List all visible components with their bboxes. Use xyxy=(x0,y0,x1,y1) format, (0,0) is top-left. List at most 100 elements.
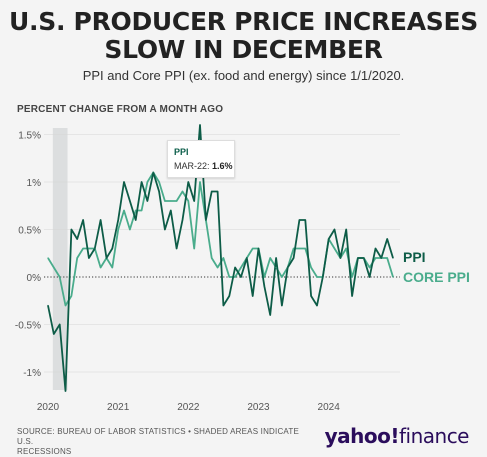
data-point-ppi xyxy=(345,228,347,231)
recession-band xyxy=(52,128,68,390)
data-point-ppi xyxy=(216,190,219,193)
source-note: SOURCE: BUREAU OF LABOR STATISTICS • SHA… xyxy=(17,427,317,457)
series-line-ppi xyxy=(47,124,394,392)
data-point-ppi xyxy=(187,181,189,183)
x-tick-label: 2023 xyxy=(247,402,270,413)
data-point-core-ppi xyxy=(316,276,318,278)
data-point-ppi xyxy=(351,295,353,297)
data-points xyxy=(47,124,394,392)
data-point-ppi xyxy=(252,295,254,297)
data-point-ppi xyxy=(298,219,301,221)
brand-suffix: finance xyxy=(398,424,470,448)
title-line-1: U.S. PRODUCER PRICE INCREASES xyxy=(9,7,478,36)
data-point-ppi xyxy=(369,276,371,278)
data-point-ppi xyxy=(129,200,131,202)
data-point-ppi xyxy=(257,247,260,250)
x-tick-label: 2021 xyxy=(107,402,130,413)
data-point-ppi xyxy=(304,219,306,221)
data-point-ppi xyxy=(263,285,265,288)
data-point-ppi xyxy=(246,257,248,259)
data-point-core-ppi xyxy=(59,276,61,278)
grid-lines xyxy=(44,134,400,373)
data-point-ppi xyxy=(158,190,160,193)
data-point-core-ppi xyxy=(100,266,102,269)
data-point-core-ppi xyxy=(304,247,306,250)
data-point-ppi xyxy=(228,295,230,297)
yahoo-finance-logo: yahoo!finance xyxy=(324,424,470,448)
data-point-ppi xyxy=(322,276,324,278)
data-point-core-ppi xyxy=(310,266,312,269)
data-point-ppi xyxy=(205,219,207,221)
data-point-core-ppi xyxy=(228,276,230,278)
data-point-ppi xyxy=(222,304,225,307)
tooltip: PPI MAR-22: 1.6% xyxy=(167,140,235,178)
chart-subtitle: PPI and Core PPI (ex. food and energy) s… xyxy=(82,68,405,83)
data-point-core-ppi xyxy=(158,181,160,183)
chart-title: U.S. PRODUCER PRICE INCREASES SLOW IN DE… xyxy=(0,8,487,64)
source-line-1: SOURCE: BUREAU OF LABOR STATISTICS • SHA… xyxy=(17,427,300,446)
data-point-ppi xyxy=(240,276,242,278)
series-label-core-ppi: CORE PPI xyxy=(403,269,470,285)
data-point-ppi xyxy=(181,219,184,221)
data-point-ppi xyxy=(170,209,172,212)
data-point-core-ppi xyxy=(135,209,137,212)
data-point-core-ppi xyxy=(53,266,55,269)
data-point-ppi xyxy=(316,304,318,307)
data-point-core-ppi xyxy=(199,181,201,183)
data-point-core-ppi xyxy=(281,276,283,278)
y-tick-label: 0% xyxy=(27,273,42,284)
data-point-ppi xyxy=(392,257,394,259)
data-point-core-ppi xyxy=(216,266,219,269)
data-point-core-ppi xyxy=(64,304,67,307)
data-point-core-ppi xyxy=(181,190,184,193)
data-point-core-ppi xyxy=(176,200,178,202)
data-point-core-ppi xyxy=(123,209,125,212)
y-axis-ticks: 1.5% 1% 0.5% 0% -0.5% -1% xyxy=(15,131,41,380)
data-point-ppi xyxy=(94,247,96,250)
data-point-core-ppi xyxy=(222,257,225,259)
data-point-ppi xyxy=(287,266,289,269)
data-point-core-ppi xyxy=(351,276,353,278)
data-point-ppi xyxy=(310,295,312,297)
data-point-core-ppi xyxy=(117,228,119,231)
data-point-ppi xyxy=(53,333,55,335)
data-point-ppi xyxy=(380,257,382,259)
data-point-core-ppi xyxy=(111,266,113,269)
data-point-ppi xyxy=(82,219,84,221)
data-point-core-ppi xyxy=(88,247,90,250)
data-point-core-ppi xyxy=(333,247,336,250)
data-point-ppi xyxy=(117,219,119,221)
data-point-ppi xyxy=(76,238,78,240)
data-point-core-ppi xyxy=(374,257,377,259)
brand-prefix: yahoo! xyxy=(324,424,400,448)
data-point-core-ppi xyxy=(275,266,277,269)
data-point-ppi xyxy=(193,200,195,202)
data-point-ppi xyxy=(135,219,137,221)
x-axis-ticks: 2020 2021 2022 2023 2024 xyxy=(37,402,340,413)
data-point-core-ppi xyxy=(187,200,189,202)
tooltip-date: MAR-22: xyxy=(174,161,210,171)
data-point-ppi xyxy=(199,124,201,126)
data-point-core-ppi xyxy=(170,200,172,202)
tooltip-series: PPI xyxy=(174,147,189,157)
x-tick-label: 2022 xyxy=(177,402,200,413)
data-point-ppi xyxy=(146,200,149,202)
data-point-core-ppi xyxy=(392,276,394,278)
data-point-core-ppi xyxy=(211,257,213,259)
data-point-ppi xyxy=(47,304,49,307)
data-point-core-ppi xyxy=(164,200,166,202)
y-axis-label: PERCENT CHANGE FROM A MONTH AGO xyxy=(17,104,224,115)
data-point-core-ppi xyxy=(386,257,388,259)
data-point-core-ppi xyxy=(345,247,347,250)
data-point-ppi xyxy=(152,171,154,174)
data-point-ppi xyxy=(234,266,236,269)
data-point-core-ppi xyxy=(252,247,254,250)
data-point-core-ppi xyxy=(193,247,195,250)
data-point-ppi xyxy=(105,257,108,259)
data-point-core-ppi xyxy=(76,257,78,259)
data-point-ppi xyxy=(164,228,166,231)
y-tick-label: -0.5% xyxy=(15,321,41,332)
data-point-ppi xyxy=(333,228,336,231)
title-line-2: SLOW IN DECEMBER xyxy=(104,35,383,64)
data-point-ppi xyxy=(339,257,341,259)
